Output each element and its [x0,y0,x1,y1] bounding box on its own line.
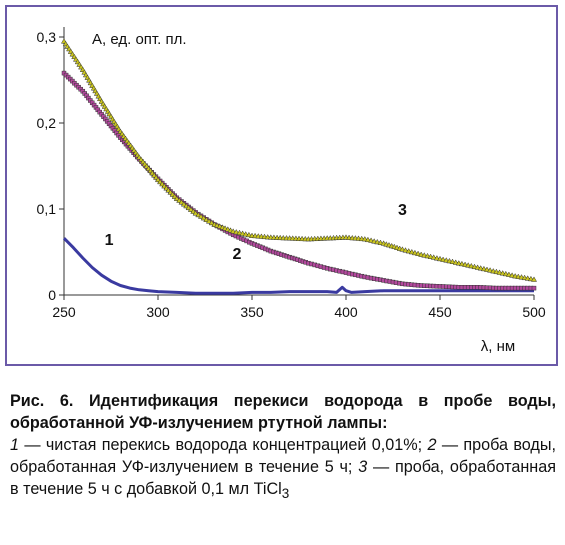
series-3-marker [399,246,406,252]
series-3-marker [505,271,512,277]
series-3-marker [440,256,447,262]
series-3-marker [405,247,412,254]
caption-item1-number: 1 [10,436,20,454]
caption-item3-text: — проба, обработанная в течение 5 ч с до… [10,458,557,498]
series-3-line [63,40,535,281]
series-3-marker [496,269,503,275]
axes: 250 300 350 400 450 500 0 0,1 0,2 0,3 [37,27,546,320]
caption-item2-number: 2 [427,436,437,454]
series-3-marker [364,236,371,243]
curve-label-2: 2 [233,246,242,263]
series-3-marker [402,247,409,253]
caption-title: Рис. 6. Идентификация перекиси водорода … [10,392,556,432]
series-3-marker [477,265,484,271]
y-tick-label: 0,3 [37,29,57,45]
y-tick-label: 0,2 [37,115,57,131]
series-2-line [63,72,534,289]
series-3-marker [468,262,475,269]
series-3-marker [197,213,205,219]
y-axis-title: A, ед. опт. пл. [92,31,187,48]
series-2-marker [531,285,537,291]
series-3 [60,38,538,282]
series-3-marker [233,228,240,235]
x-tick-label: 400 [334,304,358,320]
series-3-marker [530,276,538,282]
series-3-marker [458,260,465,267]
x-tick-label: 450 [428,304,452,320]
x-axis-title: λ, нм [481,338,515,355]
series-layer [60,38,538,295]
series-3-marker [374,238,381,245]
series-3-marker [411,249,418,256]
series-2 [61,70,537,291]
series-3-marker [449,258,456,264]
figure-caption: Рис. 6. Идентификация перекиси водорода … [10,390,556,505]
series-3-marker [203,216,210,222]
y-tick-label: 0 [48,287,56,303]
y-tick-label: 0,1 [37,201,57,217]
curve-label-1: 1 [105,232,114,249]
series-3-marker [487,267,494,273]
series-3-marker [192,210,199,216]
caption-item3-number: 3 [358,458,368,476]
series-3-marker [421,252,428,258]
series-3-marker [195,211,202,218]
series-3-marker [368,237,375,243]
series-1 [62,237,534,295]
x-tick-label: 350 [240,304,264,320]
series-3-marker [430,254,437,260]
x-tick-label: 300 [146,304,170,320]
caption-item3-subscript: 3 [281,486,290,502]
line-chart: 250 300 350 400 450 500 0 0,1 0,2 0,3 1 2 3 A, ед. … [37,27,546,355]
caption-item2-text: — проба воды, обработанная УФ-излучением… [10,436,556,476]
series-3-marker [415,250,422,256]
series-3-marker [242,231,249,237]
chart-frame: 250 300 350 400 450 500 0 0,1 0,2 0,3 1 2 3 A, ед. … [5,5,558,366]
caption-item1-text: — чистая перекись водорода концентрацией… [19,436,428,454]
series-3-marker [208,219,215,226]
labels-layer: 1 2 3 [105,202,407,263]
curve-label-3: 3 [398,202,407,219]
series-3-marker [205,218,213,224]
series-1-line [62,237,534,295]
series-3-marker [245,231,252,238]
series-3-marker [408,248,415,255]
x-tick-label: 250 [52,304,76,320]
x-tick-label: 500 [522,304,546,320]
